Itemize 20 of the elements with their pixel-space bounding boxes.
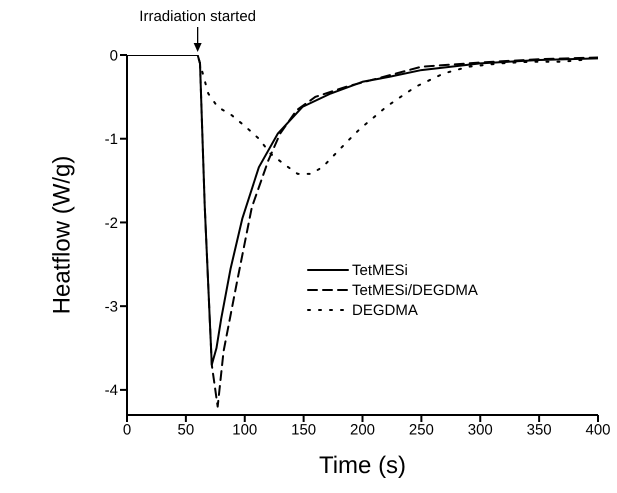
y-tick-label: -1 — [104, 131, 118, 148]
legend-label: TetMESi/DEGDMA — [352, 282, 478, 299]
x-tick-label: 0 — [122, 422, 132, 439]
x-tick-label: 100 — [232, 422, 258, 439]
x-tick-label: 400 — [585, 422, 611, 439]
legend-label: TetMESi — [352, 262, 408, 279]
x-tick-label: 50 — [178, 422, 194, 439]
y-tick-label: -2 — [104, 214, 118, 232]
x-tick-label: 350 — [526, 422, 552, 439]
y-tick-label: -4 — [104, 382, 118, 400]
y-tick-label: -3 — [104, 298, 118, 316]
legend-label: DEGDMA — [352, 302, 418, 319]
y-tick-label: 0 — [110, 47, 118, 64]
x-tick-label: 200 — [350, 422, 376, 439]
annotation: Irradiation started — [139, 8, 256, 25]
x-tick-label: 250 — [408, 422, 434, 439]
x-tick-label: 300 — [468, 422, 493, 439]
y-axis-title: Heatflow (W/g) — [48, 156, 76, 314]
x-axis-title: Time (s) — [318, 452, 406, 479]
x-tick-label: 150 — [291, 422, 316, 439]
